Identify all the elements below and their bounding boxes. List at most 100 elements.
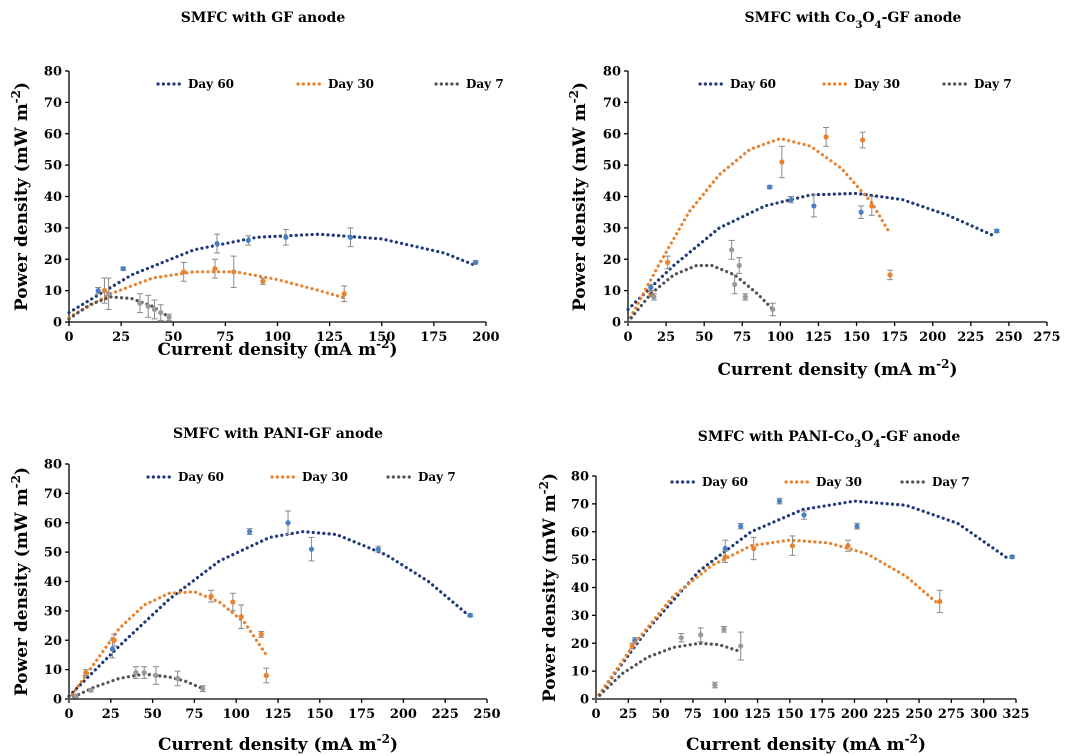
data-point <box>246 528 253 535</box>
x-tick-label: 275 <box>938 707 965 722</box>
data-point <box>285 520 291 526</box>
data-point <box>789 543 796 549</box>
legend-label: Day 30 <box>328 77 374 91</box>
x-tick-label: 100 <box>712 707 739 722</box>
y-tick-label: 70 <box>44 487 62 502</box>
trendline-day-7 <box>594 641 743 701</box>
series-day-30 <box>67 589 270 701</box>
data-point <box>1009 554 1015 560</box>
data-point <box>341 291 347 297</box>
x-axis-label: Current density (mA m-2) <box>717 357 957 380</box>
data-point <box>166 314 172 320</box>
y-tick-label: 80 <box>571 470 589 485</box>
series-day-30 <box>67 255 348 319</box>
y-tick-label: 60 <box>44 516 62 531</box>
y-tick-label: 80 <box>603 65 621 80</box>
x-tick-label: 75 <box>684 707 702 722</box>
y-tick-label: 0 <box>53 316 62 331</box>
x-tick-label: 25 <box>102 707 120 722</box>
x-tick-label: 325 <box>1002 707 1029 722</box>
y-tick-label: 50 <box>44 546 62 561</box>
data-point <box>738 643 744 649</box>
chart-panel-4: SMFC with PANI-Co3O4-GF anode 0 10 20 30 40 50… <box>537 429 1030 755</box>
x-tick-label: 200 <box>919 330 946 345</box>
data-point <box>698 632 704 638</box>
data-point <box>788 197 794 203</box>
x-tick-label: 100 <box>767 330 794 345</box>
y-tick-label: 60 <box>571 525 589 540</box>
data-point <box>854 523 860 529</box>
y-tick-label: 10 <box>44 663 62 678</box>
legend-label: Day 60 <box>702 475 748 489</box>
y-axis-label: Power density (mW m-2) <box>9 467 32 696</box>
data-point <box>811 203 817 209</box>
data-point <box>472 259 479 265</box>
legend-label: Day 60 <box>178 470 224 484</box>
data-point <box>721 626 727 632</box>
data-point <box>858 209 864 215</box>
y-tick-label: 0 <box>53 693 62 708</box>
trendline-day-7 <box>626 263 775 324</box>
data-point <box>208 593 214 599</box>
data-point <box>111 637 117 643</box>
y-tick-label: 40 <box>44 575 62 590</box>
x-tick-label: 125 <box>805 330 832 345</box>
data-point <box>83 669 89 676</box>
data-point <box>230 599 236 605</box>
data-point <box>994 228 1000 234</box>
x-tick-label: 175 <box>881 330 908 345</box>
trendline-day-60 <box>626 191 996 311</box>
trendline-day-60 <box>594 499 1012 701</box>
y-tick-label: 70 <box>44 96 62 111</box>
x-tick-label: 50 <box>695 330 713 345</box>
x-tick-label: 125 <box>744 707 771 722</box>
x-tick-label: 150 <box>776 707 803 722</box>
data-point <box>106 291 112 297</box>
legend-label: Day 30 <box>302 470 348 484</box>
data-point <box>245 237 251 244</box>
data-point <box>101 288 108 294</box>
series-day-60 <box>67 510 474 698</box>
series-day-60 <box>67 227 479 315</box>
trendline-day-60 <box>67 529 472 698</box>
data-point <box>678 635 684 641</box>
x-tick-label: 275 <box>1033 330 1060 345</box>
data-point <box>736 262 742 269</box>
y-tick-label: 40 <box>571 581 589 596</box>
data-point <box>212 266 218 272</box>
data-point <box>738 523 744 529</box>
x-tick-label: 75 <box>216 330 234 345</box>
x-tick-label: 125 <box>316 330 343 345</box>
chart-title: SMFC with Co3O4-GF anode <box>745 10 962 31</box>
series-day-60 <box>594 497 1016 701</box>
x-tick-label: 125 <box>264 707 291 722</box>
data-point <box>133 669 139 676</box>
y-tick-label: 50 <box>44 159 62 174</box>
y-axis-label: Power density (mW m-2) <box>567 82 590 311</box>
x-tick-label: 25 <box>619 707 637 722</box>
trendline-day-30 <box>67 270 348 319</box>
x-tick-label: 150 <box>368 330 395 345</box>
data-point <box>651 294 657 300</box>
data-point <box>151 306 158 313</box>
x-tick-label: 50 <box>144 707 162 722</box>
x-tick-label: 100 <box>264 330 291 345</box>
series-day-60 <box>626 184 1000 311</box>
chart-title: SMFC with PANI-GF anode <box>173 426 383 442</box>
data-point <box>732 281 738 287</box>
data-point <box>347 234 354 240</box>
legend-label: Day 60 <box>730 77 776 91</box>
data-point <box>283 234 289 240</box>
y-tick-label: 40 <box>44 190 62 205</box>
y-tick-label: 60 <box>603 127 621 142</box>
x-tick-label: 100 <box>223 707 250 722</box>
legend-label: Day 7 <box>932 475 970 489</box>
data-point <box>158 309 164 316</box>
trendline-day-7 <box>67 295 169 321</box>
trendline-day-30 <box>594 538 941 701</box>
y-tick-label: 70 <box>603 96 621 111</box>
data-point <box>712 682 718 688</box>
chart-title: SMFC with GF anode <box>181 10 346 26</box>
chart-title: SMFC with PANI-Co3O4-GF anode <box>698 429 961 450</box>
series-day-7 <box>67 666 206 701</box>
